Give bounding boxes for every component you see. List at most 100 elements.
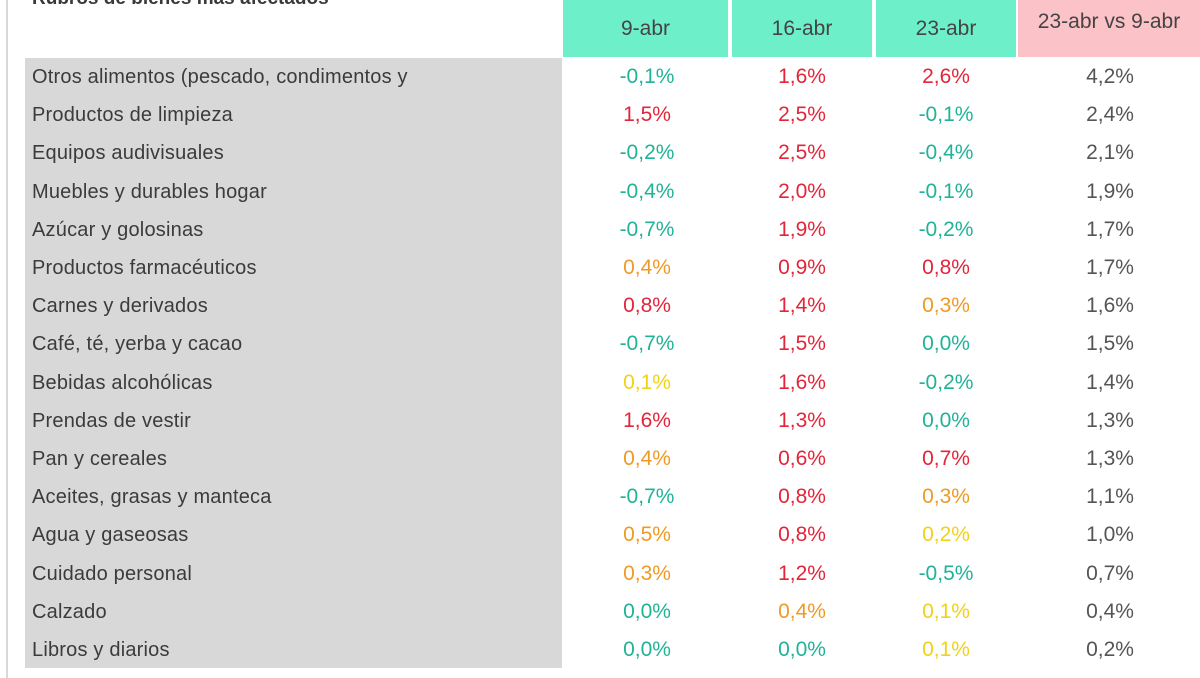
left-border-rule: [6, 0, 8, 678]
cell-comparison: 2,1%: [1086, 141, 1134, 165]
cell-comparison: 1,1%: [1086, 485, 1134, 509]
cell-16-abr: 0,9%: [778, 256, 826, 279]
cell-comparison: 0,4%: [1086, 599, 1134, 623]
cell-23-abr: -0,4%: [918, 141, 974, 165]
cell-comparison: 1,3%: [1086, 408, 1134, 432]
cell-9-abr: 0,0%: [623, 638, 671, 661]
cell-23-abr: 0,3%: [922, 485, 970, 509]
row-label: Otros alimentos (pescado, condimentos y: [32, 66, 408, 88]
cell-16-abr: 1,3%: [778, 408, 826, 432]
table-row: Carnes y derivados 0,8% 1,4% 0,3% 1,6%: [0, 287, 1200, 325]
cell-9-abr: -0,1%: [619, 65, 675, 88]
row-label: Prendas de vestir: [32, 409, 192, 432]
table-row: Calzado 0,0% 0,4% 0,1% 0,4%: [0, 593, 1200, 631]
column-header-16-abr: 16-abr: [732, 0, 872, 57]
cell-23-abr: -0,5%: [918, 561, 974, 585]
cell-9-abr: 1,5%: [623, 103, 671, 127]
cell-9-abr: -0,7%: [619, 217, 675, 241]
cell-23-abr: 0,1%: [922, 638, 970, 661]
row-label: Carnes y derivados: [32, 295, 208, 318]
table-row: Cuidado personal 0,3% 1,2% -0,5% 0,7%: [0, 555, 1200, 593]
table-row: Café, té, yerba y cacao -0,7% 1,5% 0,0% 1,5%: [0, 325, 1200, 363]
cell-9-abr: 0,3%: [623, 561, 671, 585]
cell-16-abr: 1,4%: [778, 294, 826, 318]
cell-16-abr: 0,4%: [778, 599, 826, 623]
cell-9-abr: 0,1%: [623, 370, 671, 394]
cell-comparison: 1,9%: [1086, 179, 1134, 203]
cell-16-abr: 1,5%: [778, 332, 826, 356]
cell-16-abr: 0,6%: [778, 447, 826, 470]
row-label: Productos de limpieza: [32, 104, 233, 127]
table-row: Agua y gaseosas 0,5% 0,8% 0,2% 1,0%: [0, 516, 1200, 554]
cell-16-abr: 2,5%: [778, 103, 826, 127]
row-label: Bebidas alcohólicas: [32, 371, 213, 394]
cell-23-abr: -0,2%: [918, 217, 974, 241]
cell-23-abr: 0,3%: [922, 294, 970, 318]
cell-16-abr: 0,8%: [778, 523, 826, 547]
cell-comparison: 1,7%: [1086, 217, 1134, 241]
cell-comparison: 1,3%: [1086, 447, 1134, 470]
table-row: Prendas de vestir 1,6% 1,3% 0,0% 1,3%: [0, 402, 1200, 440]
cell-16-abr: 0,8%: [778, 485, 826, 509]
cell-9-abr: -0,7%: [619, 485, 675, 509]
cell-9-abr: 0,8%: [623, 294, 671, 318]
cell-23-abr: -0,1%: [918, 179, 974, 203]
row-label: Calzado: [32, 600, 107, 623]
cell-23-abr: 0,8%: [922, 256, 970, 279]
cell-16-abr: 2,5%: [778, 141, 826, 165]
cell-16-abr: 1,6%: [778, 65, 826, 88]
cell-comparison: 2,4%: [1086, 103, 1134, 127]
cell-23-abr: 0,7%: [922, 447, 970, 470]
cell-23-abr: 0,1%: [922, 599, 970, 623]
table-title: Rubros de bienes más afectados: [32, 0, 329, 10]
cell-9-abr: 0,5%: [623, 523, 671, 547]
column-header-comparison: 23-abr vs 9-abr: [1018, 0, 1200, 57]
cell-9-abr: -0,4%: [619, 179, 675, 203]
table-row: Otros alimentos (pescado, condimentos y -…: [0, 58, 1200, 96]
cell-23-abr: -0,1%: [918, 103, 974, 127]
row-label: Cuidado personal: [32, 562, 192, 585]
table-row: Productos de limpieza 1,5% 2,5% -0,1% 2,4%: [0, 96, 1200, 134]
column-header-9-abr: 9-abr: [563, 0, 728, 57]
table-row: Productos farmacéuticos 0,4% 0,9% 0,8% 1,7%: [0, 249, 1200, 287]
cell-9-abr: 0,0%: [623, 599, 671, 623]
table-row: Azúcar y golosinas -0,7% 1,9% -0,2% 1,7%: [0, 211, 1200, 249]
row-label: Libros y diarios: [32, 639, 170, 661]
cell-16-abr: 0,0%: [778, 638, 826, 661]
table-row: Equipos audivisuales -0,2% 2,5% -0,4% 2,1%: [0, 134, 1200, 172]
cell-comparison: 1,7%: [1086, 256, 1134, 279]
cell-9-abr: -0,7%: [619, 332, 675, 356]
cell-23-abr: -0,2%: [918, 370, 974, 394]
row-label: Azúcar y golosinas: [32, 218, 204, 241]
cell-16-abr: 1,9%: [778, 217, 826, 241]
cell-comparison: 1,4%: [1086, 370, 1134, 394]
table-row: Libros y diarios 0,0% 0,0% 0,1% 0,2%: [0, 631, 1200, 669]
table-row: Bebidas alcohólicas 0,1% 1,6% -0,2% 1,4%: [0, 364, 1200, 402]
cell-23-abr: 0,0%: [922, 408, 970, 432]
cell-9-abr: 0,4%: [623, 256, 671, 279]
cell-23-abr: 0,0%: [922, 332, 970, 356]
cell-comparison: 0,2%: [1086, 638, 1134, 661]
cell-16-abr: 1,2%: [778, 561, 826, 585]
cell-23-abr: 0,2%: [922, 523, 970, 547]
table-row: Pan y cereales 0,4% 0,6% 0,7% 1,3%: [0, 440, 1200, 478]
cell-9-abr: -0,2%: [619, 141, 675, 165]
cell-comparison: 0,7%: [1086, 561, 1134, 585]
cell-16-abr: 2,0%: [778, 179, 826, 203]
table-row: Muebles y durables hogar -0,4% 2,0% -0,1% 1,…: [0, 173, 1200, 211]
cell-16-abr: 1,6%: [778, 370, 826, 394]
row-label: Productos farmacéuticos: [32, 257, 257, 279]
row-label: Equipos audivisuales: [32, 142, 224, 165]
table-row: Aceites, grasas y manteca -0,7% 0,8% 0,3% 1,…: [0, 478, 1200, 516]
row-label: Agua y gaseosas: [32, 524, 189, 547]
cell-comparison: 1,0%: [1086, 523, 1134, 547]
row-label: Muebles y durables hogar: [32, 180, 267, 203]
row-label: Pan y cereales: [32, 448, 168, 470]
row-label: Café, té, yerba y cacao: [32, 333, 243, 356]
cell-9-abr: 0,4%: [623, 447, 671, 470]
row-label: Aceites, grasas y manteca: [32, 486, 272, 509]
column-header-23-abr: 23-abr: [876, 0, 1016, 57]
row-labels-background: [25, 58, 562, 668]
cell-9-abr: 1,6%: [623, 408, 671, 432]
cell-comparison: 4,2%: [1086, 65, 1134, 88]
